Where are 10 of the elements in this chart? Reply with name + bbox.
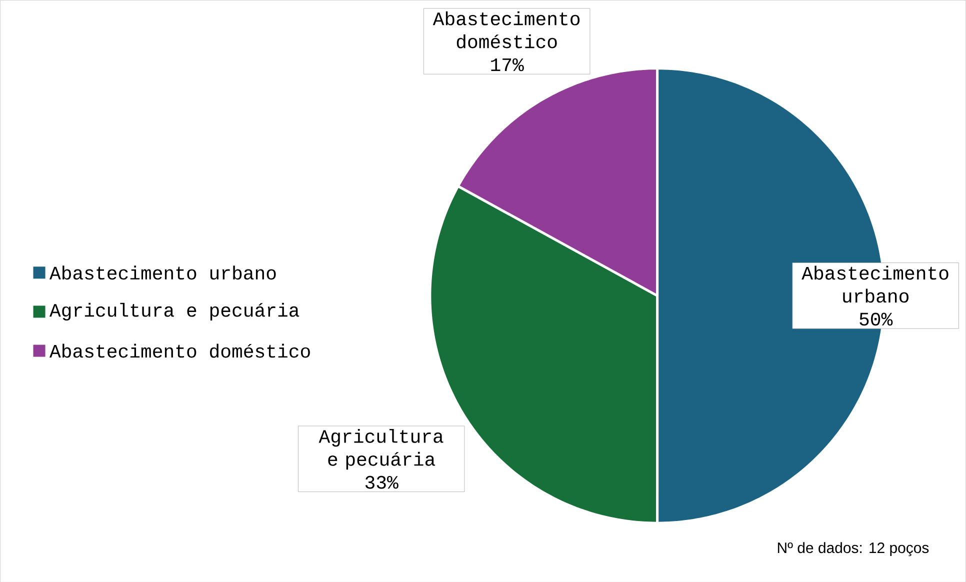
slice-label: Abastecimento doméstico [432, 11, 580, 48]
legend-label: Abastecimento doméstico [49, 344, 310, 358]
slice-label: Abastecimento urbano [802, 266, 948, 302]
data-label: 50% [860, 312, 893, 326]
slice-label: Agricultura e pecuária [318, 428, 444, 470]
data-label: 33% [365, 476, 398, 489]
legend-label: Agricultura e pecuária [49, 302, 300, 320]
text: Nº de dados: 12 poços [778, 542, 929, 556]
legend-label: Abastecimento urbano [49, 266, 276, 280]
data-label: 17% [491, 58, 524, 71]
